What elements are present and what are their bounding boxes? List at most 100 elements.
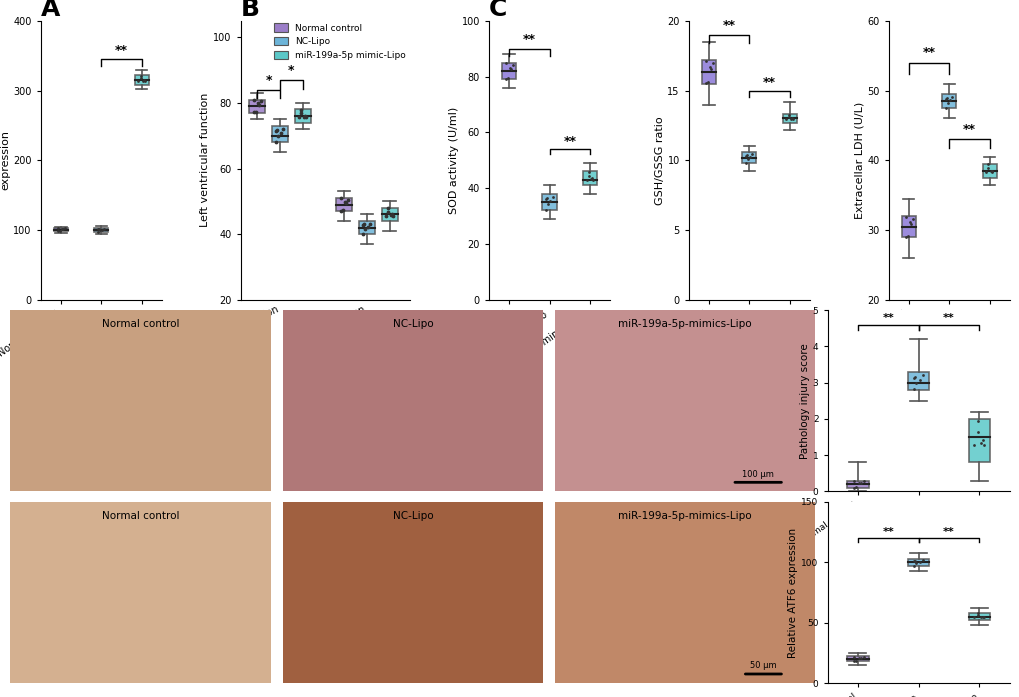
- Point: [974, 440, 990, 451]
- Point: [384, 210, 400, 222]
- Point: [968, 426, 984, 437]
- Point: [340, 194, 357, 206]
- Point: [905, 384, 921, 395]
- FancyBboxPatch shape: [907, 558, 928, 566]
- Y-axis label: GSH/GSSG ratio: GSH/GSSG ratio: [654, 116, 664, 205]
- Point: [539, 192, 555, 204]
- Text: **: **: [562, 135, 576, 148]
- Point: [136, 75, 152, 86]
- Point: [269, 125, 285, 136]
- Point: [380, 206, 396, 217]
- Point: [941, 95, 957, 106]
- Point: [901, 217, 917, 228]
- Text: NC-Lipo: NC-Lipo: [392, 319, 433, 329]
- Point: [275, 123, 291, 135]
- FancyBboxPatch shape: [135, 75, 149, 85]
- Point: [290, 112, 307, 123]
- Point: [542, 196, 558, 207]
- Text: **: **: [881, 313, 894, 323]
- Point: [979, 162, 996, 174]
- Point: [90, 224, 106, 235]
- Point: [334, 205, 351, 216]
- Point: [907, 377, 923, 388]
- FancyBboxPatch shape: [942, 94, 955, 108]
- Point: [583, 173, 599, 184]
- Point: [130, 75, 147, 86]
- FancyBboxPatch shape: [501, 63, 516, 79]
- Point: [538, 194, 554, 205]
- Point: [777, 114, 794, 125]
- Point: [845, 475, 861, 487]
- Point: [90, 227, 106, 238]
- Text: miR-199a-5p-mimics-Lipo: miR-199a-5p-mimics-Lipo: [618, 319, 751, 329]
- Point: [580, 170, 596, 181]
- Y-axis label: Pathology injury score: Pathology injury score: [799, 343, 809, 459]
- Point: [852, 478, 868, 489]
- Point: [739, 149, 755, 160]
- Point: [94, 224, 110, 236]
- Point: [578, 174, 594, 185]
- Point: [972, 611, 988, 622]
- Point: [965, 612, 981, 623]
- Point: [911, 374, 927, 385]
- Point: [250, 98, 266, 109]
- Text: *: *: [265, 74, 271, 87]
- Point: [965, 439, 981, 450]
- Text: Normal control: Normal control: [102, 511, 179, 521]
- Point: [292, 108, 309, 119]
- FancyBboxPatch shape: [901, 216, 915, 237]
- Point: [91, 224, 107, 235]
- Point: [272, 128, 288, 139]
- Text: **: **: [962, 123, 975, 137]
- Point: [246, 107, 262, 118]
- Point: [357, 223, 373, 234]
- Text: Normal control: Normal control: [102, 319, 179, 329]
- Point: [580, 167, 596, 178]
- Y-axis label: SOD activity (U/ml): SOD activity (U/ml): [448, 107, 459, 214]
- Point: [982, 165, 999, 176]
- Legend: Normal control, NC-Lipo, miR-199a-5p mimic-Lipo: Normal control, NC-Lipo, miR-199a-5p mim…: [270, 20, 409, 63]
- Point: [899, 230, 915, 241]
- Point: [845, 651, 861, 662]
- Point: [936, 93, 953, 105]
- Point: [974, 612, 990, 623]
- FancyBboxPatch shape: [782, 114, 796, 123]
- FancyBboxPatch shape: [272, 126, 287, 142]
- Point: [968, 415, 984, 426]
- Point: [782, 114, 798, 125]
- FancyBboxPatch shape: [95, 228, 108, 232]
- Point: [382, 209, 398, 220]
- Point: [742, 151, 758, 162]
- Point: [383, 208, 399, 220]
- Point: [897, 231, 913, 242]
- Point: [504, 59, 521, 70]
- Point: [338, 198, 355, 209]
- FancyBboxPatch shape: [968, 419, 989, 462]
- Text: 100 μm: 100 μm: [742, 470, 773, 479]
- Text: **: **: [943, 313, 954, 323]
- Point: [132, 72, 149, 84]
- Point: [50, 226, 66, 237]
- Point: [356, 219, 372, 230]
- Point: [268, 125, 284, 137]
- Point: [96, 223, 112, 234]
- Point: [57, 223, 73, 234]
- FancyBboxPatch shape: [981, 164, 996, 178]
- Point: [701, 61, 717, 72]
- Point: [697, 55, 713, 66]
- Point: [704, 58, 720, 69]
- Point: [702, 64, 718, 75]
- Text: 50 μm: 50 μm: [749, 661, 775, 671]
- Point: [780, 109, 796, 120]
- Point: [362, 218, 378, 229]
- Text: **: **: [115, 44, 128, 57]
- Point: [905, 556, 921, 567]
- Point: [904, 213, 920, 224]
- Point: [973, 435, 989, 446]
- Point: [977, 167, 994, 178]
- Point: [906, 371, 922, 382]
- Point: [332, 193, 348, 204]
- Point: [845, 482, 861, 493]
- Y-axis label: Extracellar LDH (U/L): Extracellar LDH (U/L): [854, 102, 863, 219]
- Point: [855, 476, 871, 487]
